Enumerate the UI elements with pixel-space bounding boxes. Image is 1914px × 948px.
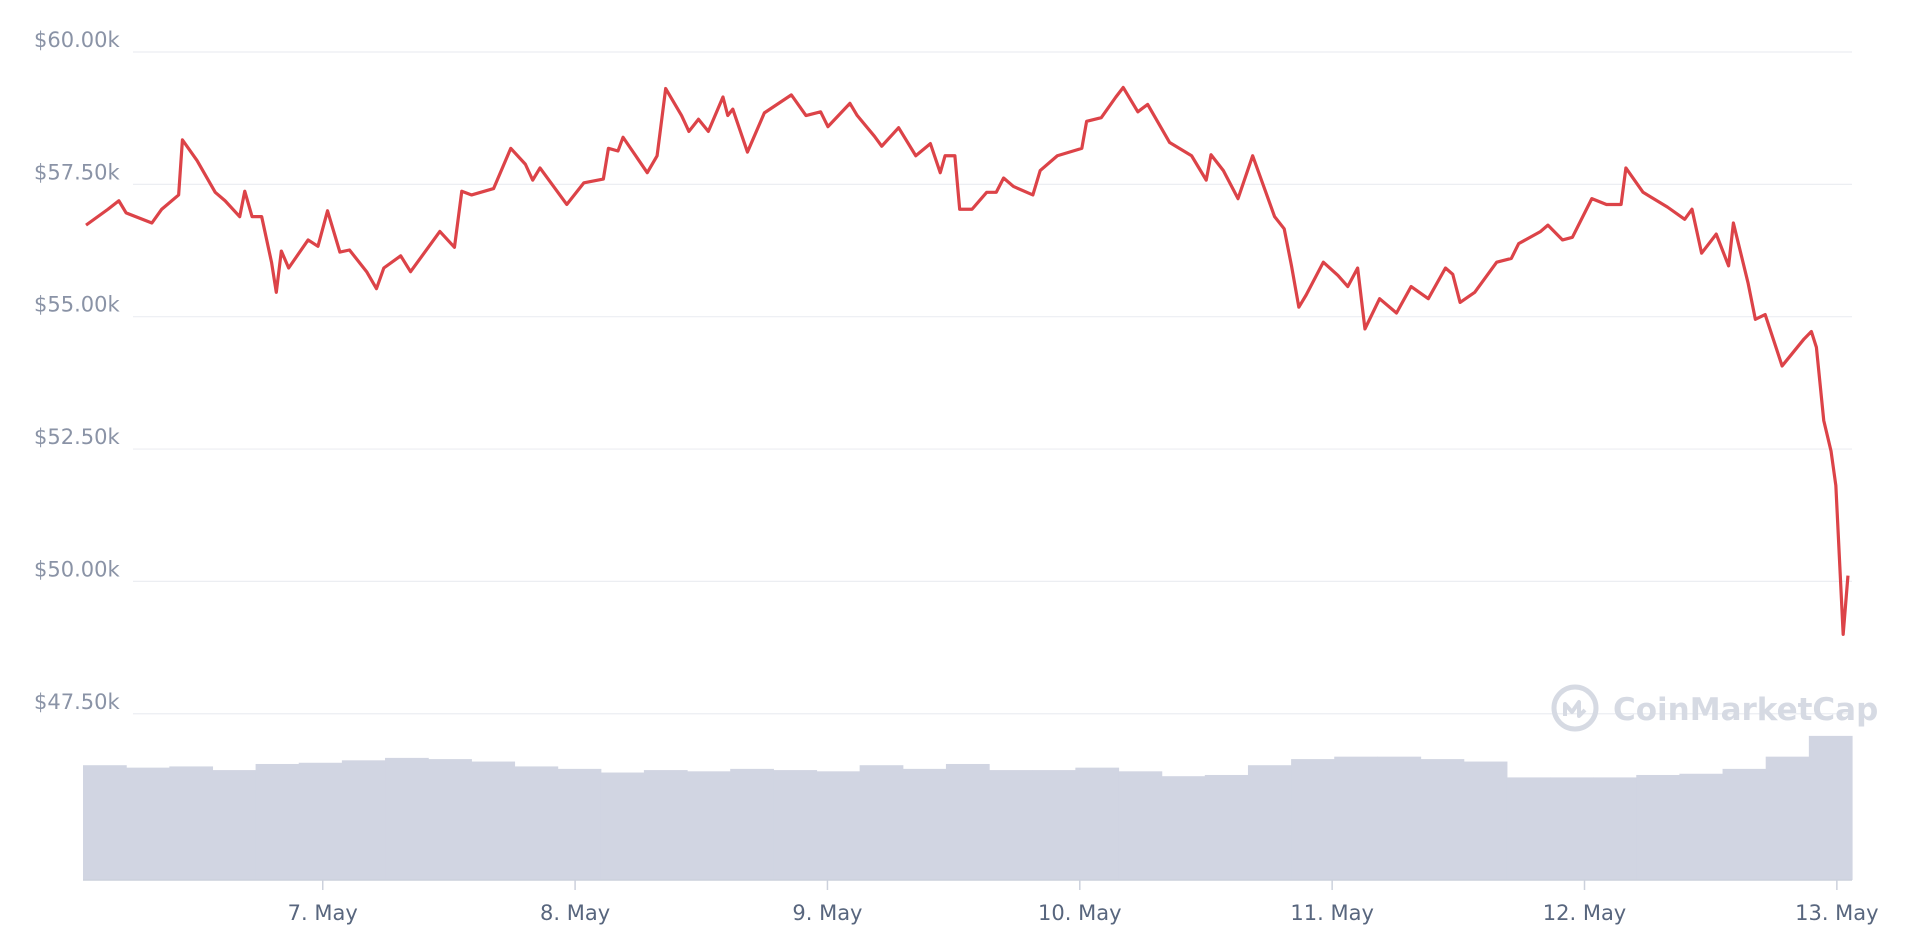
volume-bar [1420,759,1465,880]
price-pane [85,85,1850,636]
volume-bar [169,766,214,880]
volume-bar [1679,773,1724,880]
watermark: CoinMarketCap [1613,692,1878,728]
volume-bar [1075,767,1120,880]
volume-bar [1334,756,1378,880]
volume-bar [1506,777,1551,880]
volume-bar [945,763,990,880]
volume-bar [1549,777,1594,880]
x-tick-label: 7. May [288,901,358,925]
volume-bar [989,770,1033,880]
x-tick-label: 12. May [1543,901,1627,925]
volume-bar [730,768,774,880]
volume-bar [1765,756,1810,880]
y-tick-label: $60.00k [34,28,120,52]
volume-bar [557,768,602,880]
volume-bar [1463,761,1508,880]
volume-bar [255,763,300,880]
volume-bar [1377,756,1422,880]
x-tick-label: 10. May [1038,901,1122,925]
volume-bar [298,762,343,880]
volume-bar [1204,774,1249,880]
y-tick-label: $52.50k [34,425,120,449]
x-tick-label: 9. May [792,901,862,925]
x-tick-label: 11. May [1290,901,1374,925]
volume-bar [643,770,688,880]
volume-bar [126,767,170,880]
volume-bar [1722,768,1767,880]
volume-bar [1291,759,1335,880]
x-axis: 7. May 8. May 9. May 10. May 11. May 12. May 1… [83,879,1879,925]
volume-pane [83,735,1853,880]
volume-bar [902,768,947,880]
y-tick-label: $57.50k [34,160,120,184]
volume-bar [385,757,429,880]
volume-bar [83,765,127,880]
volume-bar [687,771,731,880]
volume-bar [341,760,386,880]
x-tick-label: 13. May [1795,901,1879,925]
volume-bar [859,765,904,880]
volume-bar [1808,735,1853,880]
price-line [85,85,1850,636]
volume-bar [1032,770,1076,880]
volume-bar [773,770,818,880]
volume-bar [514,766,559,880]
volume-bar [1118,771,1163,880]
volume-bar [212,770,257,880]
volume-bar [1247,765,1292,880]
watermark-logo [1551,684,1599,732]
y-tick-label: $55.00k [34,293,120,317]
y-tick-label: $47.50k [34,690,120,714]
volume-bar [471,761,516,880]
volume-bar [1593,777,1637,880]
x-tick-label: 8. May [540,901,610,925]
y-tick-label: $50.00k [34,557,120,581]
grid: $47.50k $50.00k $52.50k $55.00k $57.50k $60.0… [34,28,1852,715]
volume-bar [600,772,645,880]
volume-bar [1161,776,1206,880]
volume-bar [428,759,472,880]
volume-bar [816,771,861,880]
volume-bar [1636,774,1681,880]
